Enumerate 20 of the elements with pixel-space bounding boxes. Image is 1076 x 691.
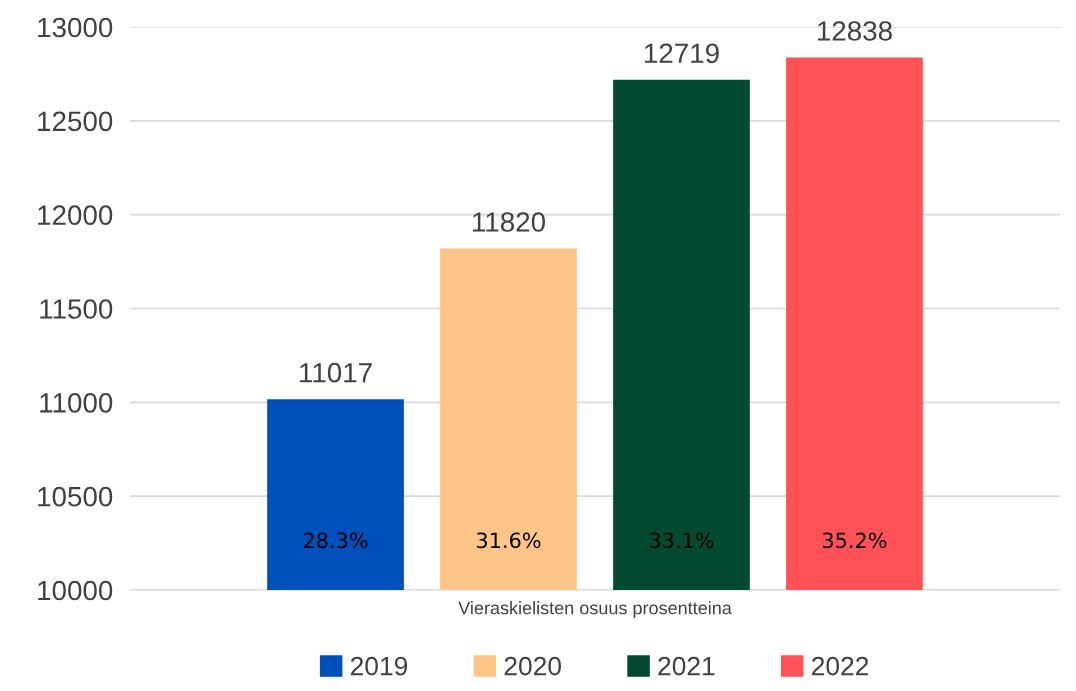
annotation: 35.2%: [822, 532, 887, 549]
y-tick-label: 10000: [38, 580, 113, 601]
annotation: 33.1%: [649, 532, 714, 549]
data-label: 11017: [300, 362, 372, 383]
legend-label: 2021: [658, 656, 715, 676]
legend-label: 2019: [350, 656, 408, 676]
y-tick-label: 11500: [40, 299, 113, 319]
y-tick-label: 10500: [38, 486, 113, 507]
annotation: 28.3%: [303, 532, 368, 549]
legend-label: 2022: [812, 656, 869, 676]
y-tick-label: 11000: [40, 393, 113, 413]
y-tick-label: 12000: [38, 205, 113, 226]
y-tick-label: 12500: [38, 111, 113, 132]
y-tick-label: 13000: [38, 17, 113, 38]
data-label: 12838: [817, 21, 892, 41]
data-label: 12719: [644, 43, 719, 64]
legend-label: 2020: [504, 656, 561, 676]
annotation: 31.6%: [477, 532, 541, 549]
x-tick-label: Vieraskielisten osuus prosentteina: [458, 601, 732, 618]
data-label: 11820: [473, 212, 546, 232]
